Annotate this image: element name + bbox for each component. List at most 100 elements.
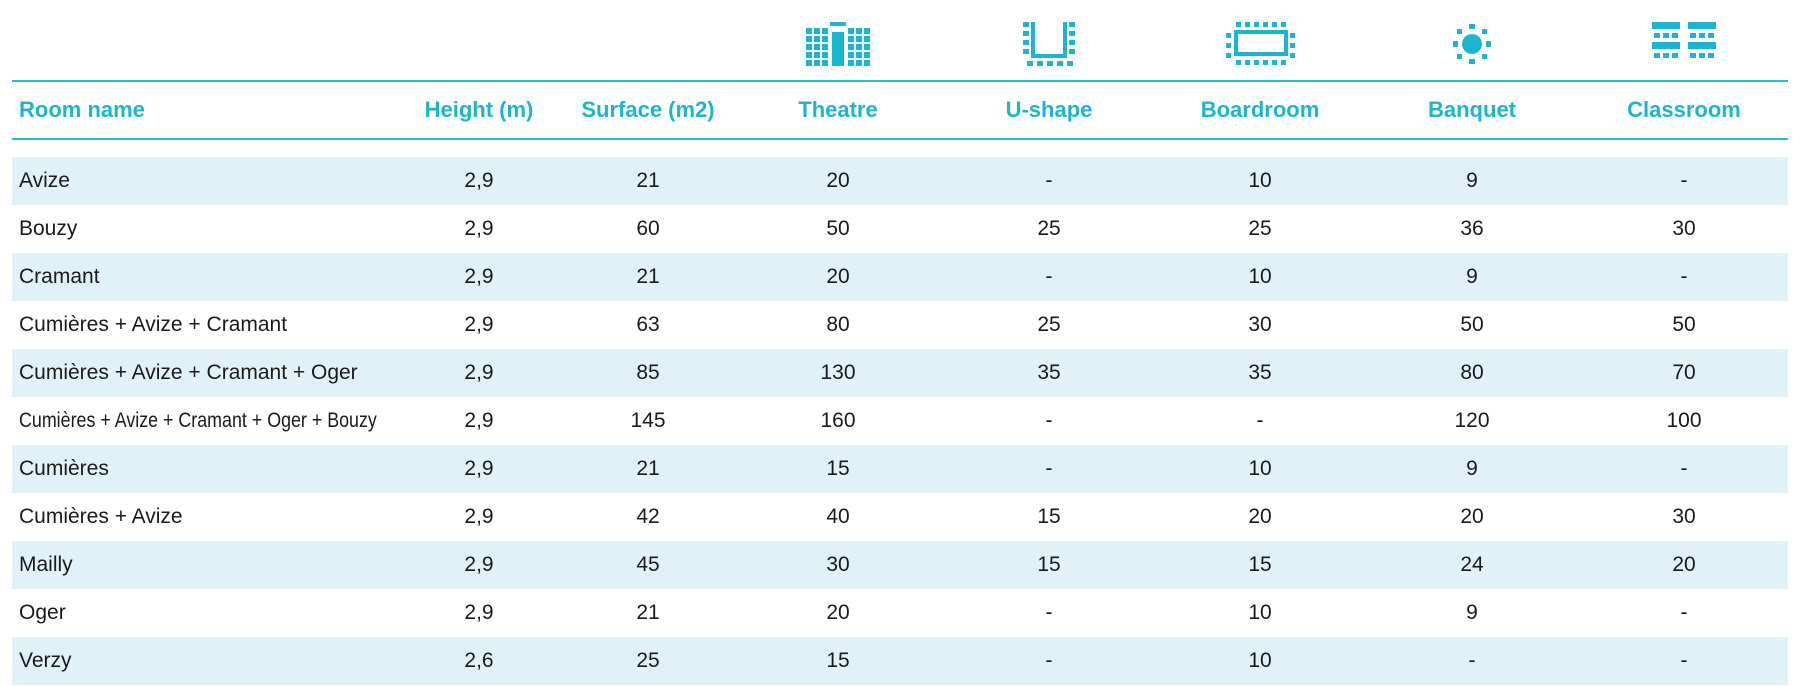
classroom-cell: - [1680, 169, 1688, 192]
height-cell: 2,9 [464, 409, 494, 432]
classroom-cell: 100 [1666, 409, 1702, 432]
header-banquet: Banquet [1428, 97, 1516, 122]
boardroom-cell: 20 [1248, 505, 1272, 528]
ushape-cell: - [1045, 457, 1053, 480]
surface-cell: 85 [636, 361, 660, 384]
height-cell: 2,6 [464, 649, 494, 672]
header-surface: Surface (m2) [581, 97, 715, 122]
surface-cell: 45 [636, 553, 660, 576]
top-rule [12, 80, 1788, 82]
header-boardroom: Boardroom [1200, 97, 1320, 122]
theatre-cell: 160 [820, 409, 856, 432]
banquet-cell: 36 [1460, 217, 1484, 240]
ushape-cell: - [1045, 169, 1053, 192]
banquet-cell: - [1468, 649, 1476, 672]
height-cell: 2,9 [464, 601, 494, 624]
boardroom-cell: 35 [1248, 361, 1272, 384]
table-row: Mailly 2,9 45 30 15 15 24 20 [12, 541, 1788, 589]
table-row: Cumières 2,9 21 15 - 10 9 - [12, 445, 1788, 493]
theatre-cell: 40 [826, 505, 850, 528]
classroom-cell: - [1680, 601, 1688, 624]
layout-icons-row [12, 0, 1788, 80]
boardroom-cell: 15 [1248, 553, 1272, 576]
classroom-cell: 30 [1672, 217, 1696, 240]
theatre-icon [802, 18, 874, 68]
theatre-cell: 50 [826, 217, 850, 240]
surface-cell: 42 [636, 505, 660, 528]
classroom-cell: 20 [1672, 553, 1696, 576]
table-row: Cumières + Avize + Cramant + Oger 2,9 85 13… [12, 349, 1788, 397]
surface-cell: 21 [636, 457, 660, 480]
banquet-cell: 50 [1460, 313, 1484, 336]
theatre-cell: 30 [826, 553, 850, 576]
boardroom-cell: 10 [1248, 649, 1272, 672]
height-cell: 2,9 [464, 217, 494, 240]
banquet-cell: 9 [1466, 169, 1478, 192]
capacity-table: Room name Height (m) Surface (m2) Theatr… [12, 0, 1788, 685]
height-cell: 2,9 [464, 169, 494, 192]
theatre-cell: 80 [826, 313, 850, 336]
ushape-cell: - [1045, 409, 1053, 432]
classroom-icon [1648, 18, 1720, 68]
room-name-cell: Verzy [19, 649, 72, 672]
boardroom-cell: 10 [1248, 265, 1272, 288]
height-cell: 2,9 [464, 313, 494, 336]
banquet-cell: 24 [1460, 553, 1484, 576]
room-name-cell: Cramant [19, 265, 100, 288]
header-theatre: Theatre [798, 97, 878, 122]
table-body: Avize 2,9 21 20 - 10 9 - Bouzy 2,9 60 50 25 25 36 30 Cra… [12, 157, 1788, 685]
surface-cell: 21 [636, 265, 660, 288]
surface-cell: 63 [636, 313, 660, 336]
ushape-cell: 25 [1037, 313, 1061, 336]
boardroom-cell: 10 [1248, 601, 1272, 624]
ushape-cell: 25 [1037, 217, 1061, 240]
u-shape-icon [1013, 18, 1085, 68]
room-name-cell: Mailly [19, 553, 73, 576]
header-u-shape: U-shape [1005, 97, 1093, 122]
room-name-cell: Oger [19, 601, 66, 624]
room-name-cell: Cumières + Avize + Cramant + Oger + Bouz… [19, 409, 377, 432]
theatre-cell: 20 [826, 601, 850, 624]
boardroom-cell: 10 [1248, 457, 1272, 480]
ushape-cell: 15 [1037, 505, 1061, 528]
ushape-cell: - [1045, 265, 1053, 288]
table-row: Cumières + Avize 2,9 42 40 15 20 20 30 [12, 493, 1788, 541]
room-name-cell: Cumières [19, 457, 109, 480]
height-cell: 2,9 [464, 361, 494, 384]
room-name-cell: Bouzy [19, 217, 78, 240]
table-header: Room name Height (m) Surface (m2) Theatr… [12, 82, 1788, 138]
theatre-cell: 20 [826, 265, 850, 288]
theatre-cell: 15 [826, 457, 850, 480]
surface-cell: 145 [630, 409, 666, 432]
banquet-cell: 9 [1466, 265, 1478, 288]
header-height: Height (m) [424, 97, 534, 122]
classroom-cell: - [1680, 457, 1688, 480]
classroom-cell: - [1680, 649, 1688, 672]
classroom-cell: 50 [1672, 313, 1696, 336]
height-cell: 2,9 [464, 505, 494, 528]
height-cell: 2,9 [464, 553, 494, 576]
header-room-name: Room name [19, 97, 145, 122]
boardroom-cell: - [1256, 409, 1264, 432]
banquet-cell: 80 [1460, 361, 1484, 384]
theatre-cell: 130 [820, 361, 856, 384]
table-row: Oger 2,9 21 20 - 10 9 - [12, 589, 1788, 637]
boardroom-icon [1224, 18, 1296, 68]
boardroom-cell: 10 [1248, 169, 1272, 192]
banquet-cell: 9 [1466, 457, 1478, 480]
boardroom-cell: 30 [1248, 313, 1272, 336]
ushape-cell: - [1045, 601, 1053, 624]
room-name-cell: Avize [19, 169, 70, 192]
table-row: Verzy 2,6 25 15 - 10 - - [12, 637, 1788, 685]
surface-cell: 25 [636, 649, 660, 672]
banquet-cell: 9 [1466, 601, 1478, 624]
banquet-cell: 20 [1460, 505, 1484, 528]
classroom-cell: 30 [1672, 505, 1696, 528]
header-classroom: Classroom [1627, 97, 1741, 122]
height-cell: 2,9 [464, 265, 494, 288]
banquet-icon [1436, 18, 1508, 68]
table-row: Cramant 2,9 21 20 - 10 9 - [12, 253, 1788, 301]
theatre-cell: 20 [826, 169, 850, 192]
ushape-cell: - [1045, 649, 1053, 672]
ushape-cell: 15 [1037, 553, 1061, 576]
